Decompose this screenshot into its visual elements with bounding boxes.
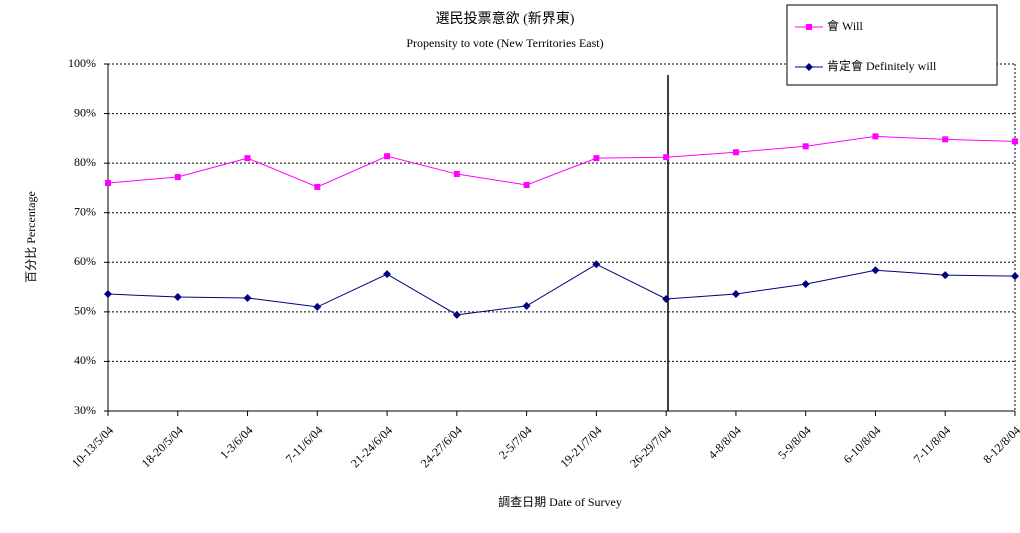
legend-label: 會 Will bbox=[827, 19, 864, 33]
y-tick-label: 50% bbox=[74, 304, 96, 318]
data-point bbox=[593, 155, 600, 162]
data-point bbox=[802, 143, 809, 150]
x-tick-label: 19-21/7/04 bbox=[557, 423, 604, 470]
data-point bbox=[104, 290, 112, 299]
chart-subtitle: Propensity to vote (New Territories East… bbox=[406, 36, 603, 50]
data-point bbox=[731, 290, 740, 299]
data-point bbox=[243, 293, 252, 302]
legend-marker bbox=[806, 24, 812, 30]
y-tick-label: 80% bbox=[74, 155, 96, 169]
data-point bbox=[592, 260, 601, 269]
x-tick-label: 18-20/5/04 bbox=[139, 423, 186, 470]
legend-box bbox=[786, 4, 998, 86]
x-tick-label: 24-27/6/04 bbox=[418, 423, 465, 470]
data-point bbox=[801, 280, 810, 289]
x-tick-label: 2-5/7/04 bbox=[496, 423, 535, 462]
y-tick-label: 90% bbox=[74, 105, 96, 119]
legend-label: 肯定會 Definitely will bbox=[827, 58, 937, 73]
data-point bbox=[313, 302, 322, 311]
data-point bbox=[941, 271, 950, 280]
data-point bbox=[732, 149, 739, 156]
x-tick-label: 6-10/8/04 bbox=[841, 423, 884, 466]
y-tick-label: 40% bbox=[74, 353, 96, 367]
data-point bbox=[1012, 138, 1018, 145]
data-point bbox=[871, 266, 880, 275]
data-point bbox=[452, 310, 461, 319]
x-tick-label: 5-9/8/04 bbox=[775, 423, 814, 462]
series-line bbox=[107, 135, 1016, 188]
x-axis-label: 調查日期 Date of Survey bbox=[498, 495, 622, 509]
data-point bbox=[314, 183, 321, 190]
x-tick-label: 26-29/7/04 bbox=[627, 423, 674, 470]
y-tick-label: 100% bbox=[68, 56, 96, 70]
data-point bbox=[174, 174, 181, 181]
y-tick-label: 30% bbox=[74, 403, 96, 417]
series-line bbox=[107, 263, 1016, 316]
data-point bbox=[453, 171, 460, 178]
chart-title: 選民投票意欲 (新界東) bbox=[436, 10, 575, 27]
x-tick-label: 4-8/8/04 bbox=[705, 423, 744, 462]
data-point bbox=[244, 155, 251, 162]
y-tick-label: 70% bbox=[74, 204, 96, 218]
x-tick-label: 7-11/8/04 bbox=[911, 423, 954, 466]
data-point bbox=[173, 292, 182, 301]
data-point bbox=[942, 136, 949, 143]
data-point bbox=[105, 179, 111, 186]
legend-marker bbox=[805, 63, 813, 71]
y-tick-label: 60% bbox=[74, 254, 96, 268]
data-point bbox=[384, 153, 391, 160]
data-point bbox=[1011, 272, 1019, 281]
y-axis-label: 百分比 Percentage bbox=[24, 191, 38, 283]
x-tick-label: 21-24/6/04 bbox=[348, 423, 395, 470]
data-point bbox=[872, 133, 879, 140]
data-point bbox=[523, 181, 530, 188]
x-tick-label: 8-12/8/04 bbox=[980, 423, 1020, 466]
data-point bbox=[663, 154, 670, 161]
data-point bbox=[662, 294, 671, 303]
x-tick-label: 7-11/6/04 bbox=[283, 423, 326, 466]
x-tick-label: 1-3/6/04 bbox=[217, 423, 256, 462]
x-tick-label: 10-13/5/04 bbox=[69, 423, 116, 470]
data-point bbox=[522, 301, 531, 310]
data-point bbox=[383, 270, 392, 279]
